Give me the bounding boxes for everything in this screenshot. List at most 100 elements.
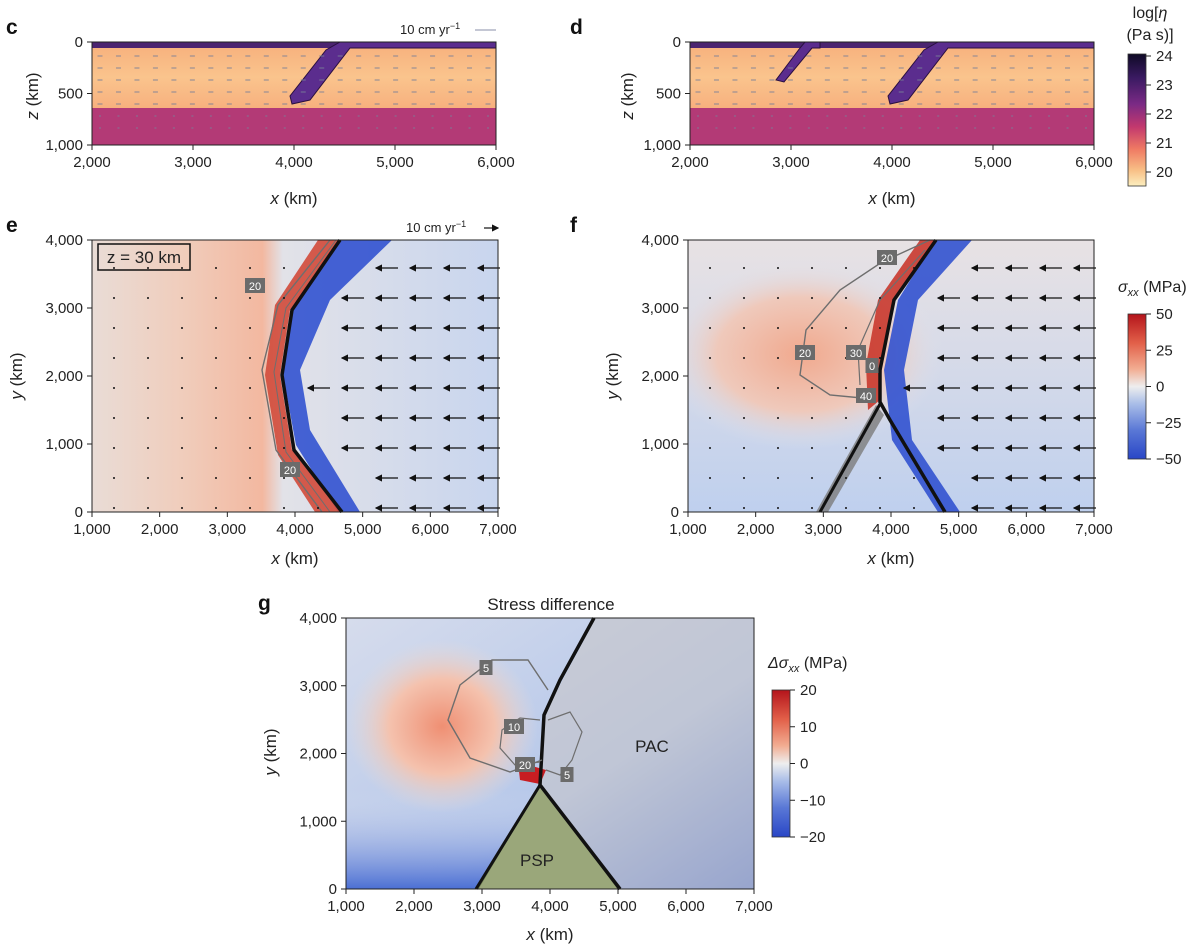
panel-g-contour-5-right: [545, 711, 583, 776]
panel-e-depth-box: [97, 243, 191, 271]
panel-e-vector-dot: [215, 417, 217, 419]
panel-f-vector-dot: [811, 267, 813, 269]
panel_c-ytick-label: 0: [75, 34, 83, 51]
viscosity-colorbar: log[η (Pa s)] 24 23 22 21 20: [1126, 5, 1174, 187]
panel-f-vector-dot: [743, 507, 745, 509]
panel_e-ytick-label: 3,000: [45, 300, 83, 317]
stress-difference-colorbar-title: Δσxx (MPa): [767, 655, 847, 675]
panel-f-vector-dot: [879, 507, 881, 509]
panel-g-positive-zone: [346, 618, 646, 889]
panel_e-ytick-label: 4,000: [45, 232, 83, 249]
panel-f-vector-dot: [777, 417, 779, 419]
panel-e-vector-dot: [181, 387, 183, 389]
panel-f-vector-dot: [743, 267, 745, 269]
panel-f-contour-labels: 20 20 30 0 40: [795, 250, 897, 403]
panel_f-ytick-label: 2,000: [641, 368, 679, 385]
panel-e-vector-dot: [215, 387, 217, 389]
panel-e-depth-label: z = 30 km: [107, 248, 181, 267]
panel-c-axes: 2,000 3,000 4,000 5,000 6,000 0 500 1,000: [45, 34, 514, 171]
panel-f-vector-dot: [845, 477, 847, 479]
panel_f-xtick-label: 1,000: [669, 521, 707, 538]
panel_g-ytick-label: 1,000: [299, 813, 337, 830]
panel-e-ylabel: y (km): [7, 352, 26, 400]
panel-d-lithosphere: [690, 42, 1094, 48]
colorbar_eta-tick-label: 22: [1156, 106, 1173, 123]
panel-f-vector-dot: [845, 387, 847, 389]
colorbar_dsxx-tick-label: 10: [800, 719, 817, 736]
panel-e-vector-dot: [113, 327, 115, 329]
panel-f-vector-dot: [879, 447, 881, 449]
panel-e-tension-band: [265, 240, 340, 512]
panel_g-contour-label-bg: [560, 767, 574, 782]
panel-e-vector-dot: [181, 507, 183, 509]
panel-d-xlabel: x (km): [867, 189, 915, 208]
panel-f-trench: [878, 238, 947, 513]
panel_d-ytick-label: 500: [656, 86, 681, 103]
panel-f-vector-dot: [845, 297, 847, 299]
panel_f-xtick-label: 4,000: [872, 521, 910, 538]
panel-f-vector-dot: [811, 477, 813, 479]
panel-e-vector-dot: [249, 417, 251, 419]
panel-f-vector-dot: [845, 417, 847, 419]
panel-e-vector-dot: [215, 477, 217, 479]
panel_f-contour-label: 20: [799, 348, 811, 360]
panel-d-label: d: [570, 16, 583, 39]
panel-f-vector-dot: [743, 387, 745, 389]
panel-f-vector-dot: [879, 327, 881, 329]
panel_g-xtick-label: 2,000: [395, 898, 433, 915]
panel-e-vector-dot: [147, 477, 149, 479]
panel_f-xtick-label: 5,000: [940, 521, 978, 538]
panel-d-lower-mantle: [690, 108, 1094, 145]
panel_f-ytick-label: 1,000: [641, 436, 679, 453]
panel-d-axes: 2,000 3,000 4,000 5,000 6,000 0 500 1,000: [643, 34, 1112, 171]
panel-c-scale-label: 10 cm yr−1: [400, 21, 460, 37]
panel_g-ytick-label: 3,000: [299, 678, 337, 695]
panel_c-xtick-label: 2,000: [73, 154, 111, 171]
panel-f-vector-dot: [777, 267, 779, 269]
panel-f-vector-dot: [743, 297, 745, 299]
panel_e-ytick-label: 0: [75, 504, 83, 521]
panel-f-vector-dot: [709, 477, 711, 479]
panel-e-vector-dot: [283, 327, 285, 329]
panel_e-contour-label: 20: [249, 281, 261, 293]
panel-e-vector-dot: [147, 387, 149, 389]
viscosity-colorbar-title-line2: (Pa s)]: [1126, 27, 1173, 44]
panel-e-vector-dot: [147, 297, 149, 299]
panel-e-vector-dot: [249, 357, 251, 359]
colorbar_dsxx-tick-label: −20: [800, 829, 825, 846]
viscosity-colorbar-ticks: 24 23 22 21 20: [1146, 48, 1173, 181]
panel-e-vector-dot: [113, 477, 115, 479]
panel-d-slab-left: [775, 41, 821, 83]
panel_e-xtick-label: 5,000: [344, 521, 382, 538]
panel-c-lithosphere: [92, 42, 496, 48]
panel-c-xlabel: x (km): [269, 189, 317, 208]
panel_e-contour-label-bg: [245, 278, 265, 293]
stress-colorbar: σxx (MPa) 50 25 0 −25 −50: [1118, 279, 1187, 468]
panel-e-vector-dot: [113, 447, 115, 449]
panel_f-contour-label: 30: [850, 348, 862, 360]
panel_c-xtick-label: 4,000: [275, 154, 313, 171]
panel_f-contour-label: 40: [860, 391, 872, 403]
colorbar_eta-tick-label: 20: [1156, 164, 1173, 181]
panel-f-vector-dot: [743, 357, 745, 359]
panel-e-vector-dot: [147, 357, 149, 359]
panel_c-xtick-label: 6,000: [477, 154, 515, 171]
panel_e-xtick-label: 6,000: [412, 521, 450, 538]
panel_g-ytick-label: 2,000: [299, 746, 337, 763]
colorbar_dsxx-tick-label: 0: [800, 756, 808, 773]
panel-f-vector-dot: [811, 387, 813, 389]
panel-e-plot: z = 30 km 20 20: [92, 239, 500, 514]
panel-e-vector-dot: [181, 327, 183, 329]
panel-e-vector-dot: [215, 507, 217, 509]
panel-g-plot: 5 10 20 5 PAC PSP: [346, 617, 754, 891]
panel_e-xtick-label: 2,000: [141, 521, 179, 538]
panel-e-vector-dot: [283, 417, 285, 419]
panel-f-velocity-field: [709, 264, 1096, 512]
panel_e-contour-label: 20: [284, 465, 296, 477]
panel-f-vector-dot: [845, 267, 847, 269]
panel_f-xtick-label: 6,000: [1008, 521, 1046, 538]
panel-g-ylabel: y (km): [261, 728, 280, 776]
panel-g-axes: 1,000 2,000 3,000 4,000 5,000 6,000 7,000 4,000…: [299, 610, 772, 915]
panel-f-vector-dot: [709, 387, 711, 389]
stress-difference-colorbar-bar: [771, 689, 791, 838]
